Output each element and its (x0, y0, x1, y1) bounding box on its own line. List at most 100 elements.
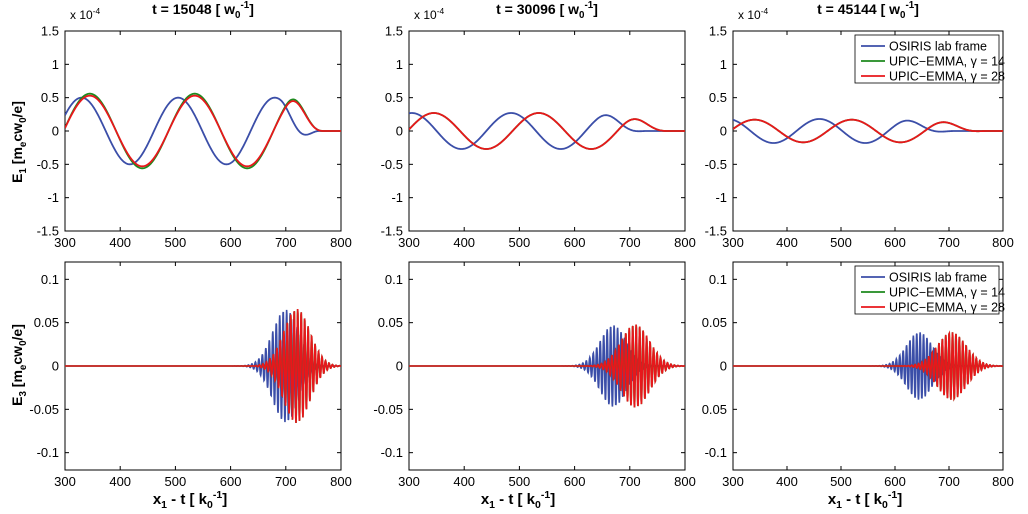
top-left-series-0 (65, 96, 341, 166)
top-right-xtick-label: 300 (722, 235, 744, 250)
top-middle-ytick-label: 0.5 (385, 90, 403, 105)
top-right-series-2 (733, 118, 1003, 144)
bottom-row-ylabel: E3 [mecw0/e] (9, 324, 29, 406)
bottom-left-ytick-label: -0.1 (37, 445, 59, 460)
bottom-left-xtick-label: 400 (109, 474, 131, 489)
top-left-ytick-label: 1 (52, 57, 59, 72)
top-middle-sci-label: x 10-4 (414, 6, 444, 22)
top-left-plot-area (65, 92, 341, 170)
bottom-right-ytick-label: 0.05 (702, 315, 727, 330)
bottom-middle-packet-2 (409, 324, 685, 408)
bottom-middle-ytick-label: -0.1 (381, 445, 403, 460)
bottom-middle-xtick-label: 300 (398, 474, 420, 489)
bottom-right-legend-label-0: OSIRIS lab frame (889, 271, 987, 285)
top-middle-ytick-label: 0 (396, 124, 403, 139)
bottom-left-packet-2 (65, 309, 341, 423)
xlabel-middle: x1 - t [ k0-1] (481, 489, 555, 511)
top-middle-xtick-label: 700 (619, 235, 641, 250)
top-right-xtick-label: 700 (938, 235, 960, 250)
top-left-series-2 (65, 94, 341, 168)
bottom-middle-plot-area (409, 324, 685, 408)
bottom-middle-xtick-label: 600 (564, 474, 586, 489)
top-right-xtick-label: 600 (884, 235, 906, 250)
bottom-left-xtick-label: 300 (54, 474, 76, 489)
bottom-middle-xtick-label: 400 (453, 474, 475, 489)
top-left-ytick-label: -0.5 (37, 157, 59, 172)
top-left-xtick-label: 300 (54, 235, 76, 250)
top-left-sci-label: x 10-4 (70, 6, 100, 22)
panel-top-right: 300 400 500 600 700 800 -1.5 -1 -0.5 0 0.5 1 1.5 t = … (705, 0, 1014, 250)
top-right-ytick-label: 0.5 (709, 90, 727, 105)
top-right-legend-label-0: OSIRIS lab frame (889, 40, 987, 54)
top-middle-xtick-label: 600 (564, 235, 586, 250)
top-left-ytick-label: 1.5 (41, 24, 59, 39)
top-middle-xtick-label: 800 (674, 235, 696, 250)
bottom-left-xtick-label: 700 (275, 474, 297, 489)
top-right-legend-label-2: UPIC−EMMA, γ = 28 (889, 70, 1005, 84)
bottom-left-ytick-label: 0.05 (34, 315, 59, 330)
top-middle-ytick-label: 1.5 (385, 24, 403, 39)
bottom-left-ytick-label: 0 (52, 359, 59, 374)
top-middle-ytick-label: -1.5 (381, 224, 403, 239)
bottom-left-xtick-label: 800 (330, 474, 352, 489)
top-left-xtick-label: 800 (330, 235, 352, 250)
bottom-left-xtick-label: 600 (220, 474, 242, 489)
top-right-ytick-label: 0 (720, 124, 727, 139)
top-right-ytick-label: -1 (715, 190, 727, 205)
panel-bottom-middle: 300 400 500 600 700 800 -0.1 -0.05 0 0.05 0.1 (373, 261, 696, 489)
top-left-xtick-label: 400 (109, 235, 131, 250)
bottom-left-ytick-label: -0.05 (29, 402, 59, 417)
top-right-ytick-label: 1 (720, 57, 727, 72)
top-middle-ytick-label: 1 (396, 57, 403, 72)
top-right-ytick-label: -1.5 (705, 224, 727, 239)
top-middle-plot-area (409, 112, 685, 150)
bottom-right-ytick-label: 0.05 (702, 402, 727, 417)
top-middle-series-2 (409, 112, 685, 150)
bottom-row-ylabel-text: E3 [mecw0/e] (9, 324, 29, 406)
top-right-xtick-label: 400 (776, 235, 798, 250)
top-left-title: t = 15048 [ w0-1] (152, 0, 254, 21)
bottom-left-xtick-label: 500 (165, 474, 187, 489)
top-row-ylabel-text: E1 [mecw0/e] (9, 101, 29, 183)
bottom-right-xtick-label: 300 (722, 474, 744, 489)
top-left-xtick-label: 500 (165, 235, 187, 250)
top-right-plot-area (733, 118, 1003, 144)
top-middle-xtick-label: 500 (509, 235, 531, 250)
top-left-ytick-label: 0 (52, 124, 59, 139)
bottom-right-legend-label-2: UPIC−EMMA, γ = 28 (889, 301, 1005, 315)
bottom-middle-xtick-label: 800 (674, 474, 696, 489)
bottom-middle-xtick-label: 500 (509, 474, 531, 489)
top-middle-title: t = 30096 [ w0-1] (496, 0, 598, 21)
xlabel-left: x1 - t [ k0-1] (153, 489, 227, 511)
top-left-xtick-label: 600 (220, 235, 242, 250)
top-left-ytick-label: -1.5 (37, 224, 59, 239)
bottom-right-packet-2 (733, 330, 1003, 402)
top-left-ytick-label: -1 (47, 190, 59, 205)
bottom-right-xtick-label: 400 (776, 474, 798, 489)
top-right-legend-box (854, 34, 1000, 84)
bottom-right-ytick-label: 0.1 (709, 272, 727, 287)
panel-bottom-right: 300 400 500 600 700 800 -0.1 0.05 0 0.05 0.1 OSIRIS… (702, 261, 1014, 489)
top-middle-series-0 (409, 112, 685, 150)
bottom-right-xtick-label: 700 (938, 474, 960, 489)
bottom-right-xtick-label: 600 (884, 474, 906, 489)
xlabel-right: x1 - t [ k0-1] (828, 489, 902, 511)
top-middle-ytick-label: -0.5 (381, 157, 403, 172)
top-right-title: t = 45144 [ w0-1] (817, 0, 919, 21)
bottom-middle-ytick-label: 0 (396, 359, 403, 374)
bottom-right-xtick-label: 800 (992, 474, 1014, 489)
bottom-middle-ytick-label: 0.1 (385, 272, 403, 287)
top-left-xtick-label: 700 (275, 235, 297, 250)
bottom-right-ytick-label: 0 (720, 359, 727, 374)
top-right-ytick-label: 1.5 (709, 24, 727, 39)
bottom-right-legend-box (854, 265, 1000, 315)
bottom-right-xtick-label: 500 (830, 474, 852, 489)
top-right-legend-label-1: UPIC−EMMA, γ = 14 (889, 55, 1005, 69)
panel-bottom-left: 300 400 500 600 700 800 -0.1 -0.05 0 0.05 0.1 (29, 261, 352, 489)
top-middle-ytick-label: -1 (391, 190, 403, 205)
top-middle-xtick-label: 400 (453, 235, 475, 250)
top-right-series-0 (733, 118, 1003, 144)
